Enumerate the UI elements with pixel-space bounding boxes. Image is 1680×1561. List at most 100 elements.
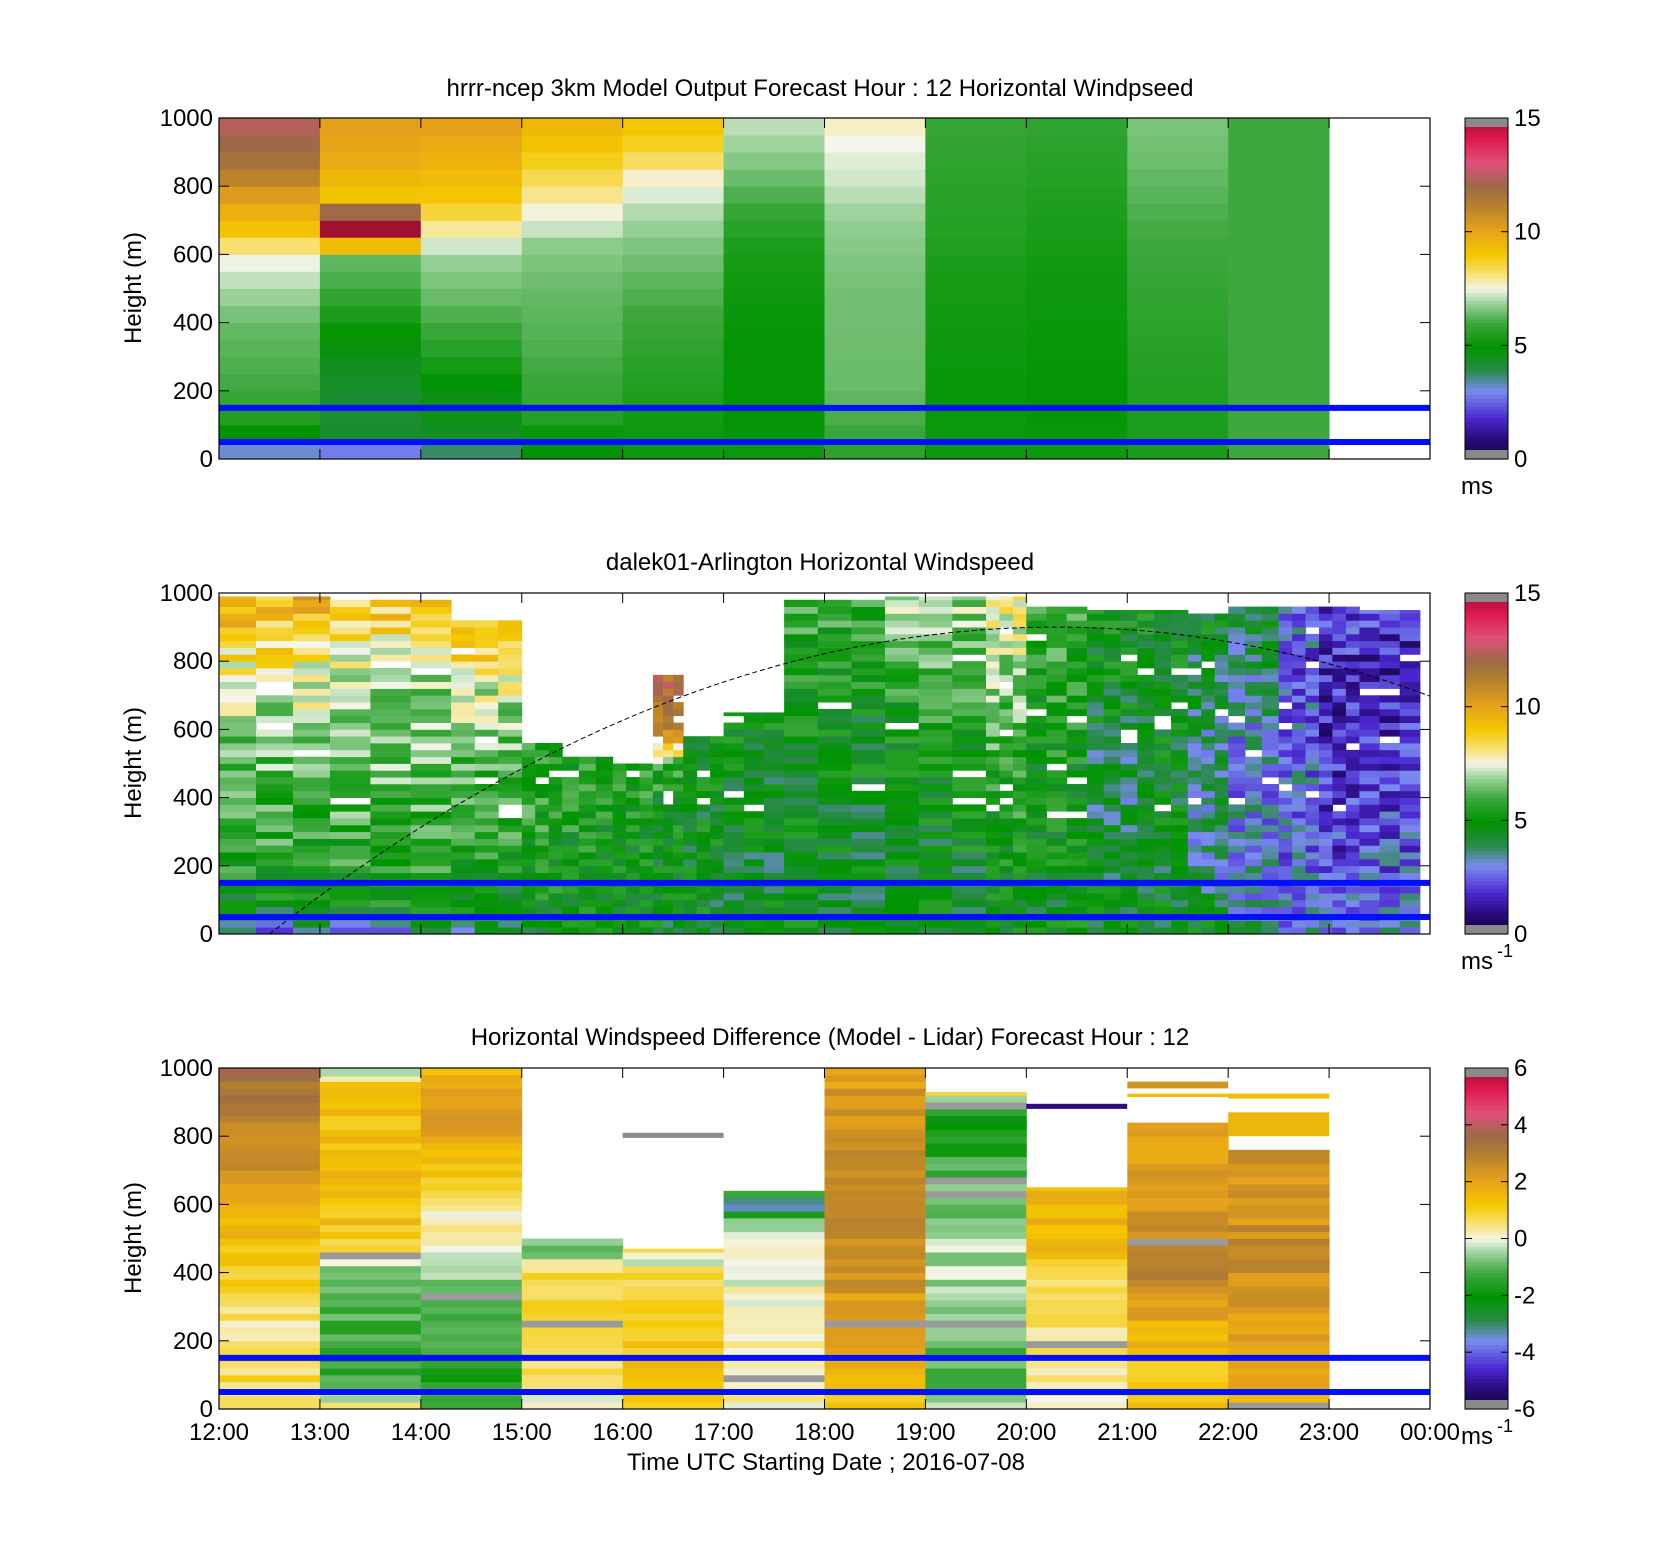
heat-cell [578,777,597,785]
heat-cell [999,899,1014,908]
heat-cell [1345,708,1360,717]
heat-cell [521,899,536,908]
heat-cell [420,1340,523,1348]
heat-cell [1046,668,1068,676]
heat-cell [639,790,654,798]
heat-cell [1332,647,1347,655]
heat-cell [622,390,725,409]
heat-cell [410,613,452,621]
heat-cell [683,838,698,846]
heat-cell [824,1402,926,1410]
heat-cell [784,886,819,894]
heat-cell [925,1149,1027,1157]
heat-cell [1187,763,1202,771]
heat-cell [1228,1231,1330,1239]
heat-cell [1228,818,1246,826]
heat-cell [763,770,785,778]
heat-cell [521,1320,624,1328]
colorbar-swatch [1465,375,1508,381]
heat-cell [293,654,331,662]
heat-cell [1319,668,1333,676]
colorbar-swatch [1465,1276,1508,1281]
colorbar-swatch [1465,390,1508,396]
heat-cell [1228,920,1246,928]
heat-cell [986,770,1000,778]
heat-cell [1399,804,1421,812]
heat-cell [219,920,257,928]
heat-cell [1261,756,1280,764]
heat-cell [723,305,825,323]
heat-cell [673,736,684,744]
heat-cell [410,702,452,710]
heat-cell [986,633,1000,642]
x-tick-label: 21:00 [1097,1419,1157,1446]
heat-cell [696,899,711,908]
heat-cell [1086,647,1105,655]
heat-cell [1127,339,1229,358]
colorbar-swatch [1465,280,1508,286]
heat-cell [1379,893,1401,901]
heat-cell [420,1122,523,1130]
heat-cell [1046,633,1068,642]
heat-cell [1137,633,1155,642]
heat-cell [219,859,257,867]
heat-cell [1245,906,1263,914]
heat-cell [952,736,987,744]
heat-cell [1127,203,1229,221]
heat-cell [1399,610,1421,614]
heat-cell [330,620,371,628]
colorbar-swatch [1465,915,1508,920]
heat-cell [451,715,476,723]
heat-cell [1103,715,1121,723]
heat-cell [595,906,614,914]
heat-cell [925,1218,1027,1226]
heat-cell [952,763,987,771]
colorbar-swatch [1465,790,1508,795]
heat-cell [595,886,614,894]
heat-cell [521,373,624,392]
heat-cell [1319,620,1333,628]
heat-cell [1345,893,1360,901]
heat-cell [1046,647,1068,655]
heat-cell [1012,668,1027,676]
heat-cell [817,736,852,744]
heat-cell [1026,1279,1128,1287]
heat-cell [420,1238,523,1246]
heat-cell [319,237,422,255]
heat-cell [451,865,476,873]
heat-cell [663,859,674,867]
colorbar-swatch [1465,1359,1508,1365]
heat-cell [1245,831,1263,839]
heat-cell [723,203,825,221]
heat-cell [498,777,523,785]
heat-cell [918,756,953,764]
heat-cell [219,271,321,289]
heat-cell [1086,845,1105,853]
heat-cell [1399,893,1421,901]
heat-cell [1026,927,1047,935]
heat-cell [1171,736,1189,744]
heat-cell [1046,845,1068,853]
heat-cell [1228,1183,1330,1192]
heat-cell [330,708,371,717]
heat-cell [1154,749,1172,758]
heat-cell [918,906,953,914]
heat-cell [1359,811,1381,819]
heat-cell [1228,407,1330,426]
heat-cell [1012,681,1027,689]
heat-cell [1305,749,1320,758]
heat-cell [824,1170,926,1178]
y-axis-label: Height (m) [120,707,147,819]
heat-cell [1127,1156,1229,1164]
heat-cell [999,736,1014,744]
heat-cell [763,818,785,826]
heat-cell [1012,715,1027,723]
heat-cell [1201,852,1216,860]
heat-cell [1086,920,1105,928]
heat-cell [219,838,257,846]
heat-cell [696,818,711,826]
heat-cell [319,1252,422,1260]
heat-cell [1228,1306,1330,1314]
heat-cell [1171,893,1189,901]
heat-cell [498,654,523,662]
